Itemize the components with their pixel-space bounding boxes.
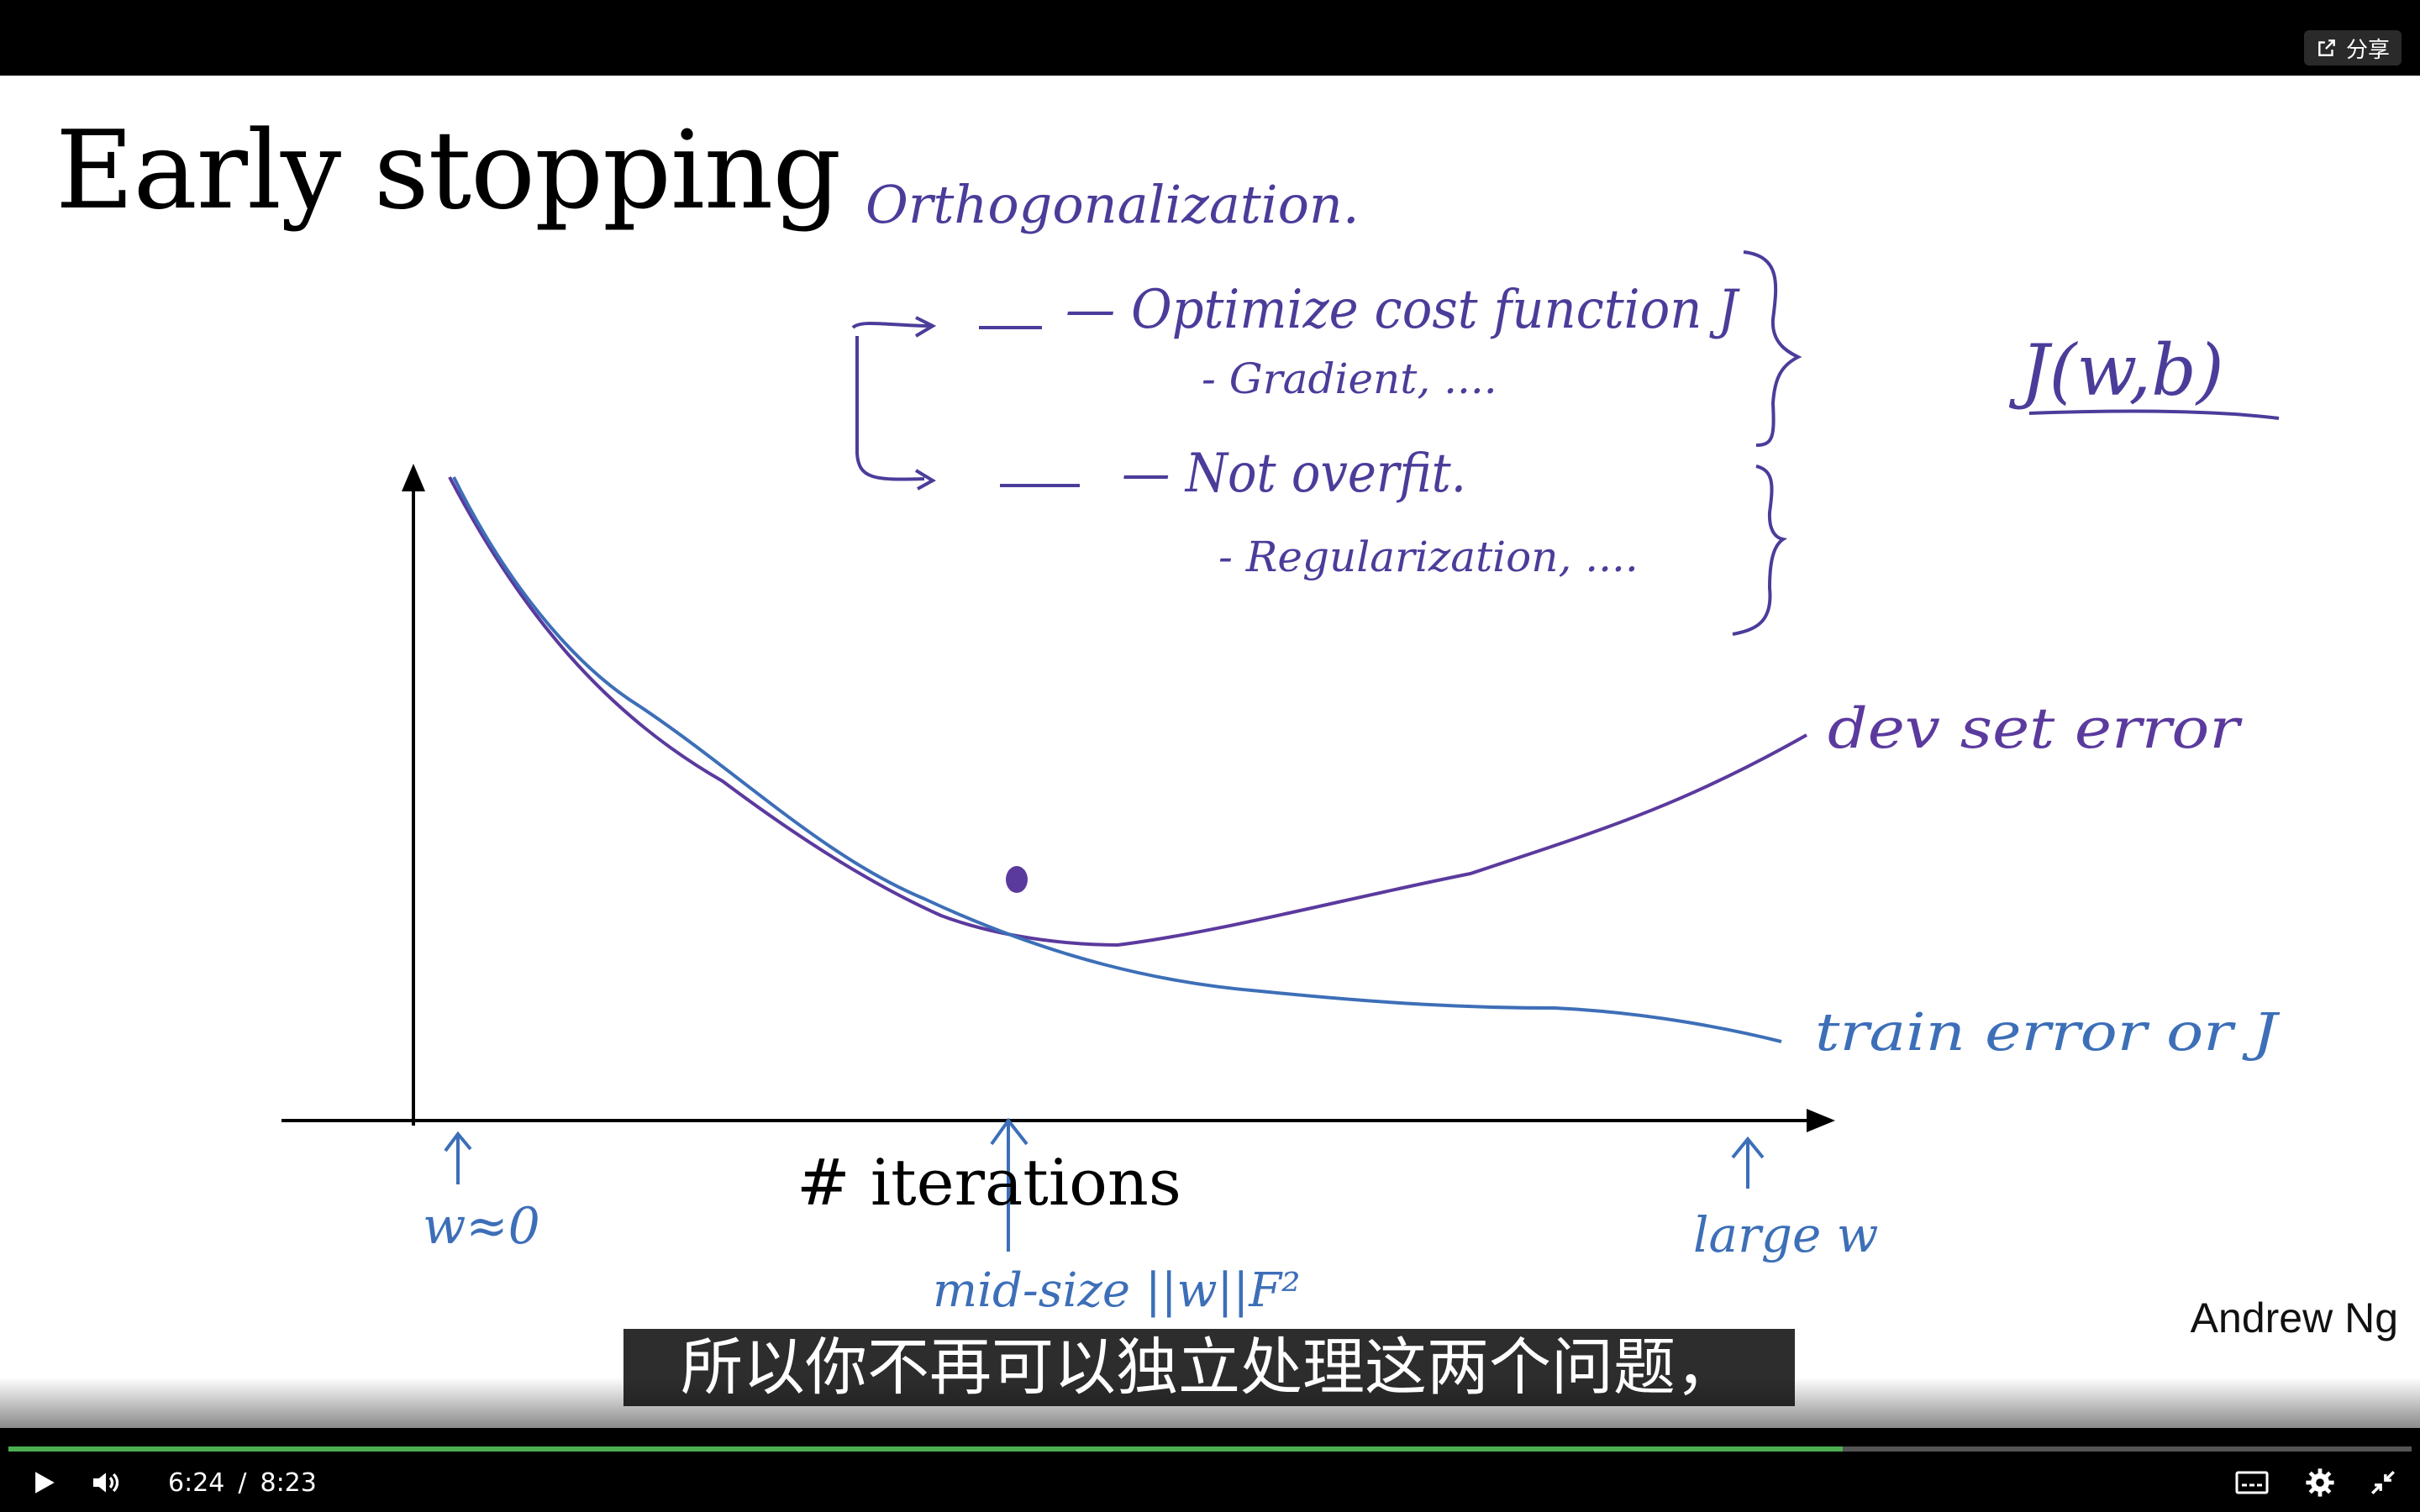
right-mark-arrow (1731, 1136, 1765, 1189)
slide-author: Andrew Ng (2190, 1294, 2398, 1341)
play-button[interactable] (22, 1462, 66, 1504)
player-controls: 6:24 / 8:23 (0, 1436, 2420, 1512)
top-bar: 分享 (0, 0, 2420, 76)
progress-fill (8, 1446, 1843, 1452)
dev-curve-label: dev set error (1828, 696, 2243, 761)
y-axis-arrow (402, 464, 425, 491)
captions-button[interactable] (2228, 1462, 2275, 1504)
play-icon (35, 1472, 55, 1494)
captions-icon (2235, 1471, 2269, 1494)
overfit-item: — Not overfit. (1122, 443, 1466, 505)
train-curve-label: train error or J (1815, 1001, 2281, 1063)
progress-bar[interactable] (8, 1446, 2412, 1452)
share-label: 分享 (2345, 37, 2390, 63)
caption-text: 所以你不再可以独立处理这两个问题， (623, 1329, 1795, 1406)
axis-marks (444, 1117, 1765, 1252)
brace-2 (1732, 465, 1788, 636)
x-axis-arrow (1807, 1109, 1835, 1132)
right-mark-label: large w (1693, 1206, 1878, 1263)
slide-title: Early stopping (55, 108, 841, 234)
settings-icon (2306, 1468, 2334, 1497)
exit-fullscreen-icon (2371, 1471, 2395, 1494)
share-button[interactable]: 分享 (2303, 30, 2402, 66)
mid-mark-label: mid-size ||w||F² (933, 1263, 1301, 1318)
brace-1 (1743, 250, 1802, 447)
early-stop-point (1006, 866, 1028, 893)
chart-axes (281, 464, 1835, 1132)
volume-button[interactable] (84, 1462, 128, 1504)
volume-icon (93, 1473, 119, 1493)
share-icon (2318, 39, 2335, 56)
left-mark-label: w≈0 (423, 1197, 540, 1256)
train-error-curve (452, 476, 1782, 1043)
orthogonalization-diagram (851, 250, 2280, 636)
dev-error-curve (448, 476, 1807, 948)
left-bracket-arrow (851, 316, 937, 491)
time-display: 6:24 / 8:23 (168, 1468, 317, 1498)
lecture-slide: Early stopping (0, 76, 2420, 1428)
x-axis-label: # iterations (797, 1145, 1181, 1220)
cost-underline (2028, 409, 2280, 420)
overfit-subitem: - Regularization, .... (1218, 533, 1639, 581)
time-separator: / (238, 1468, 247, 1498)
handwritten-annotations: Orthogonalization. — Optimize cost funct… (281, 174, 2281, 1318)
settings-button[interactable] (2298, 1462, 2342, 1504)
current-time: 6:24 (168, 1468, 225, 1498)
duration: 8:23 (260, 1468, 317, 1498)
cost-notation: J(w,b) (2008, 329, 2224, 412)
exit-fullscreen-button[interactable] (2361, 1462, 2405, 1504)
optimize-subitem: - Gradient, .... (1202, 354, 1497, 403)
left-mark-arrow (444, 1131, 472, 1184)
orthogonalization-heading: Orthogonalization. (865, 174, 1360, 235)
mid-mark-arrow (990, 1117, 1028, 1252)
optimize-item: — Optimize cost function J (1065, 279, 1740, 341)
